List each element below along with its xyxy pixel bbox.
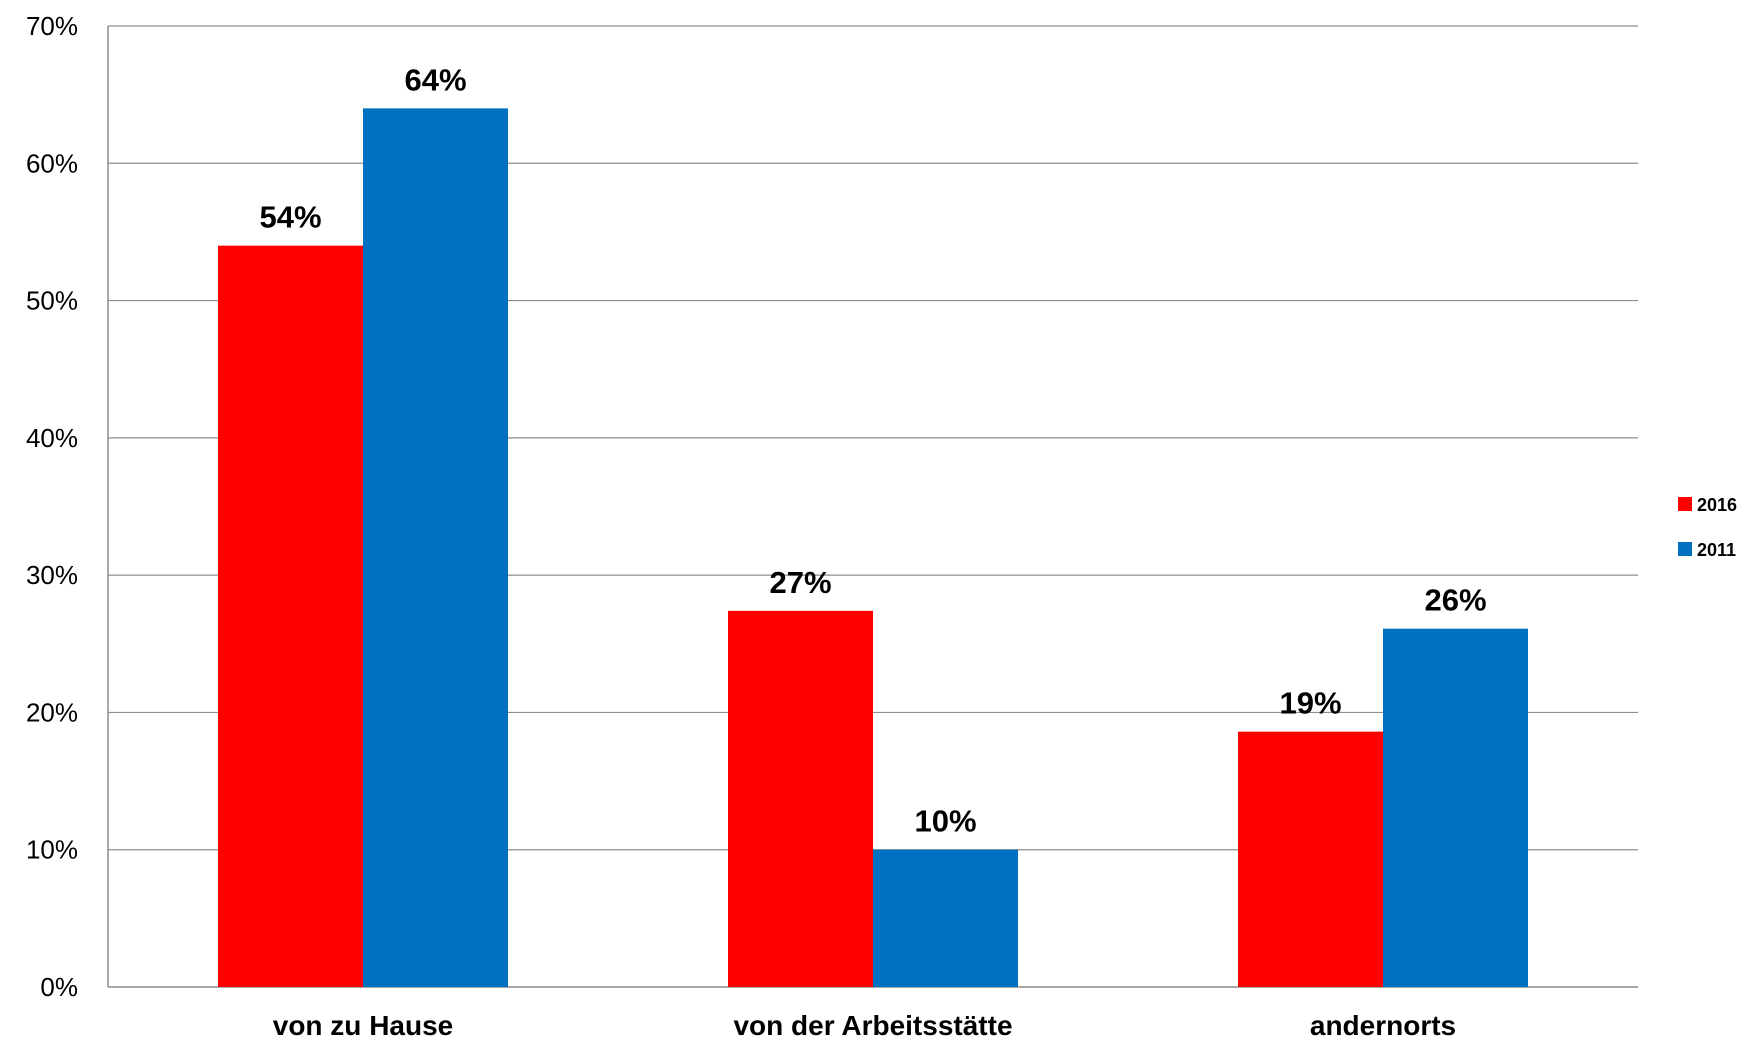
y-tick-label: 60% bbox=[26, 148, 78, 178]
y-tick-label: 70% bbox=[26, 11, 78, 41]
labels: 0% 10% 20% 30% 40% 50% 60% 70% 54% 64% von zu Haus… bbox=[26, 11, 1487, 1041]
data-label: 26% bbox=[1424, 583, 1486, 618]
data-label: 54% bbox=[259, 200, 321, 235]
x-category-label: andernorts bbox=[1310, 1010, 1456, 1041]
data-label: 64% bbox=[404, 62, 466, 97]
bar-2011 bbox=[873, 849, 1018, 987]
bars bbox=[218, 108, 1528, 987]
bar-2016 bbox=[218, 245, 363, 987]
y-tick-label: 30% bbox=[26, 560, 78, 590]
data-label: 10% bbox=[914, 804, 976, 839]
x-category-label: von zu Hause bbox=[273, 1010, 453, 1041]
bar-2016 bbox=[1238, 731, 1383, 987]
y-tick-label: 20% bbox=[26, 697, 78, 727]
y-tick-label: 0% bbox=[40, 972, 78, 1002]
bar-2011 bbox=[363, 108, 508, 987]
data-label: 19% bbox=[1279, 686, 1341, 721]
y-tick-label: 40% bbox=[26, 423, 78, 453]
legend: 2016 2011 bbox=[1678, 495, 1737, 560]
legend-swatch-2011 bbox=[1678, 542, 1692, 556]
legend-swatch-2016 bbox=[1678, 497, 1692, 511]
x-category-label: von der Arbeitsstätte bbox=[733, 1010, 1012, 1041]
data-label: 27% bbox=[769, 565, 831, 600]
bar-2011 bbox=[1383, 628, 1528, 987]
y-tick-label: 10% bbox=[26, 835, 78, 865]
bar-2016 bbox=[728, 610, 873, 987]
y-tick-label: 50% bbox=[26, 286, 78, 316]
legend-label-2011: 2011 bbox=[1697, 540, 1736, 560]
legend-label-2016: 2016 bbox=[1697, 495, 1737, 515]
